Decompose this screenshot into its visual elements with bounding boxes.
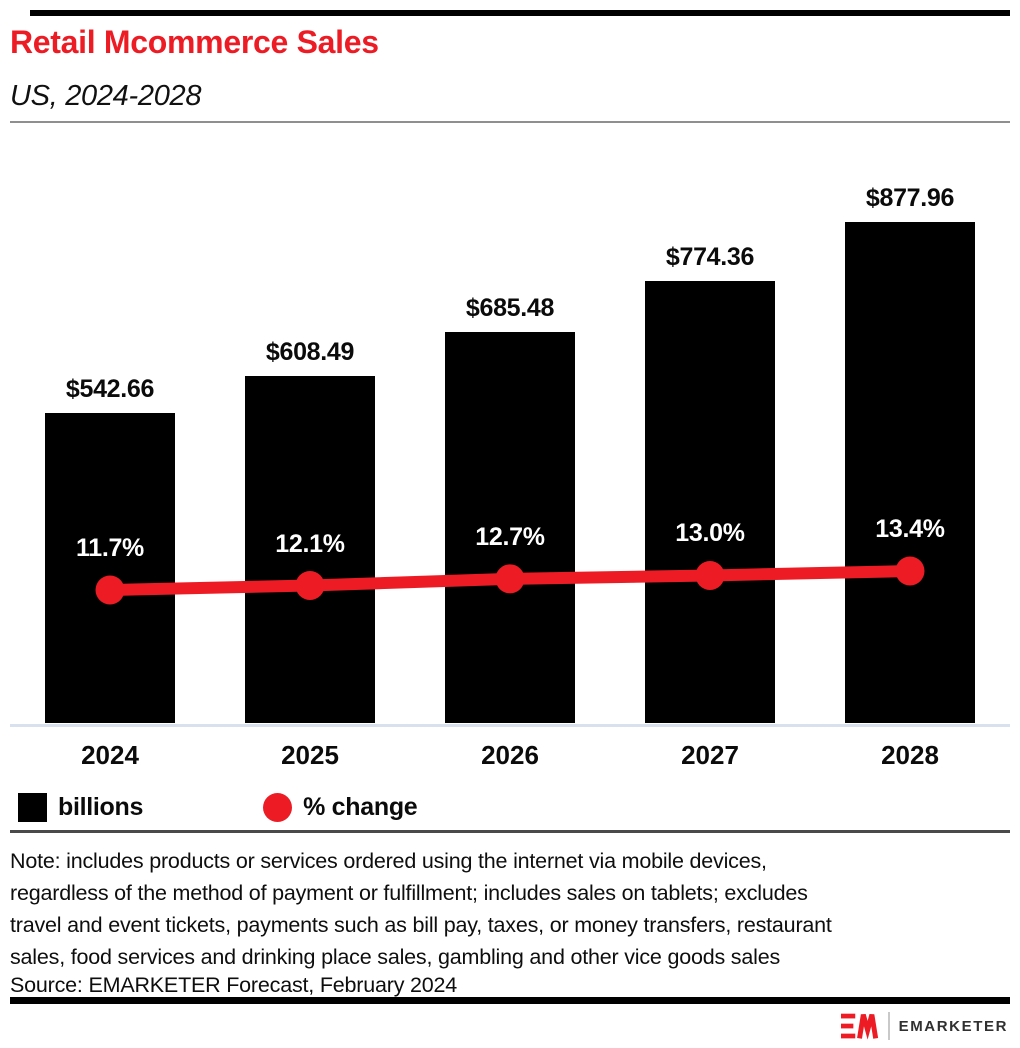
x-axis-label-2024: 2024 [81, 740, 139, 770]
bar-value-label: $542.66 [65, 375, 155, 404]
footnote-divider [10, 830, 1010, 833]
note-line: sales, food services and drinking place … [10, 945, 780, 969]
pct-change-label: 11.7% [75, 534, 144, 562]
bar-2027 [645, 281, 775, 723]
emarketer-logo: EMARKETER [840, 1011, 1008, 1041]
x-axis-label-2025: 2025 [281, 740, 339, 770]
note-line: Note: includes products or services orde… [10, 849, 767, 873]
legend-label: % change [303, 792, 418, 821]
bar-2024 [45, 413, 175, 723]
bar-value-label: $774.36 [665, 243, 755, 272]
x-axis-line [10, 724, 1010, 727]
note-line: regardless of the method of payment or f… [10, 881, 808, 905]
pct-change-label: 12.1% [275, 529, 345, 558]
pct-change-label: 13.0% [675, 519, 745, 548]
page-subtitle: US, 2024-2028 [10, 80, 202, 112]
legend-item-pct-change: % change [263, 792, 418, 822]
note-text: Note: includes products or services orde… [10, 845, 1010, 973]
bar-2026 [445, 331, 575, 723]
bar-2028 [845, 222, 975, 723]
x-axis-label-2026: 2026 [481, 740, 539, 770]
logo-wordmark: EMARKETER [898, 1017, 1008, 1035]
header-divider [10, 121, 1010, 123]
x-axis-label-2027: 2027 [681, 740, 739, 770]
logo-divider [887, 1012, 890, 1040]
bar-value-label: $877.96 [865, 184, 955, 212]
legend-label: billions [58, 792, 144, 821]
pct-change-label: 13.4% [875, 515, 945, 543]
line-swatch-icon [263, 792, 293, 822]
note-line: travel and event tickets, payments such … [10, 913, 832, 937]
bar-2025 [245, 375, 375, 723]
chart-legend: billions % change [18, 792, 418, 822]
em-logo-mark-icon [840, 1013, 878, 1040]
bottom-accent-bar [10, 997, 1010, 1004]
legend-item-billions: billions [18, 792, 144, 822]
pct-change-label: 12.7% [475, 522, 545, 551]
source-text: Source: EMARKETER Forecast, February 202… [10, 973, 458, 997]
bar-value-label: $608.49 [265, 337, 355, 366]
top-accent-bar [30, 10, 1010, 16]
bar-value-label: $685.48 [465, 293, 555, 322]
page-title: Retail Mcommerce Sales [10, 24, 379, 60]
x-axis-label-2028: 2028 [881, 740, 939, 770]
bar-swatch-icon [18, 792, 47, 822]
